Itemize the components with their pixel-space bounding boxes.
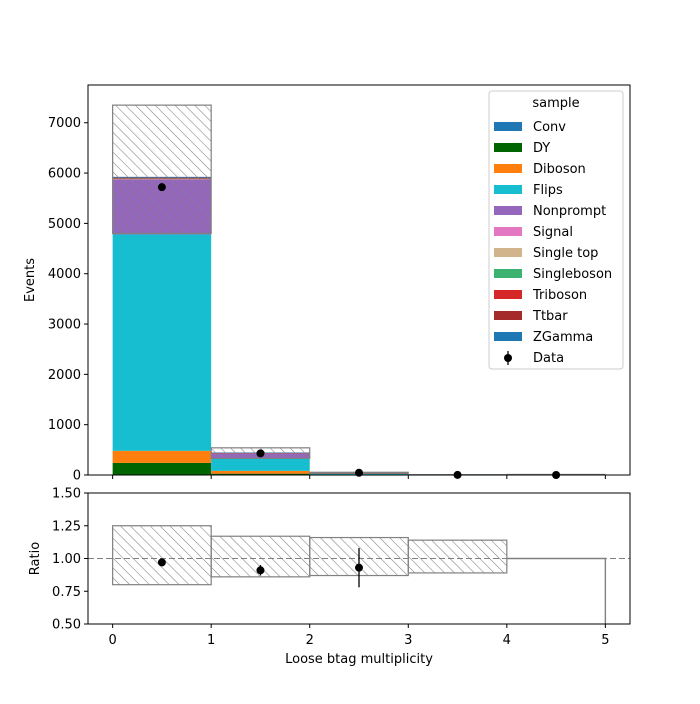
xtick-label: 2: [306, 633, 314, 648]
xtick-label: 1: [207, 633, 215, 648]
ratio-ytick-label: 1.25: [52, 519, 81, 534]
main-ytick-label: 1000: [48, 418, 81, 433]
ratio-band-bin-3: [408, 540, 507, 573]
data-point: [158, 183, 166, 191]
ratio-ytick-label: 0.75: [52, 585, 81, 600]
ratio-band-bin-0: [113, 526, 212, 585]
ratio-ytick-label: 1.50: [52, 487, 81, 502]
legend-label: Conv: [533, 120, 566, 135]
ratio-panel: 0.50 0.75 1.00 1.25 1.50 0 1 2 3 4 5 Ratio Loose bta…: [28, 487, 630, 668]
main-ytick-label: 4000: [48, 267, 81, 282]
bar-diboson-bin-1: [211, 471, 310, 474]
data-point: [256, 449, 264, 457]
legend-swatch: [494, 332, 522, 341]
legend-swatch: [494, 248, 522, 257]
xlabel: Loose btag multiplicity: [285, 652, 433, 667]
main-ytick-label: 7000: [48, 116, 81, 131]
ratio-ytick-label: 1.00: [52, 552, 81, 567]
main-ytick-label: 5000: [48, 217, 81, 232]
legend-label: Diboson: [533, 162, 586, 177]
bar-flips-bin-0: [113, 234, 212, 450]
ratio-ytick-label: 0.50: [52, 618, 81, 633]
xtick-label: 4: [503, 633, 511, 648]
legend-label: Nonprompt: [533, 204, 606, 219]
xtick-label: 0: [108, 633, 116, 648]
legend-swatch: [494, 311, 522, 320]
bar-diboson-bin-0: [113, 451, 212, 463]
ratio-point: [256, 566, 264, 574]
ratio-point: [158, 558, 166, 566]
xtick-label: 5: [601, 633, 609, 648]
legend-swatch: [494, 143, 522, 152]
legend-swatch: [494, 206, 522, 215]
uncertainty-band-bin-0: [113, 105, 212, 233]
data-point: [355, 469, 363, 477]
legend-label: Data: [533, 351, 564, 366]
legend-label: Single top: [533, 246, 598, 261]
legend-swatch: [494, 164, 522, 173]
main-ytick-label: 2000: [48, 368, 81, 383]
legend-swatch: [494, 290, 522, 299]
legend: sample Conv DY Diboson Flips Nonprompt Signal S…: [489, 91, 623, 369]
legend-label: ZGamma: [533, 330, 593, 345]
legend-swatch: [494, 227, 522, 236]
bar-flips-bin-1: [211, 458, 310, 471]
legend-data-marker: [504, 354, 512, 362]
legend-swatch: [494, 185, 522, 194]
main-ytick-label: 0: [73, 469, 81, 484]
ratio-ylabel: Ratio: [28, 542, 43, 575]
main-ytick-label: 3000: [48, 318, 81, 333]
ratio-band-bin-4: [507, 559, 606, 625]
legend-label: Triboson: [532, 288, 587, 303]
legend-swatch: [494, 269, 522, 278]
legend-label: Ttbar: [532, 309, 568, 324]
legend-title: sample: [532, 96, 579, 111]
legend-label: Signal: [533, 225, 573, 240]
bar-dy-bin-0: [113, 463, 212, 475]
legend-swatch: [494, 122, 522, 131]
legend-label: Flips: [533, 183, 563, 198]
ratio-point: [355, 564, 363, 572]
legend-label: DY: [533, 141, 550, 156]
main-ytick-label: 6000: [48, 167, 81, 182]
legend-label: Singleboson: [533, 267, 612, 282]
main-ylabel: Events: [23, 258, 38, 302]
xtick-label: 3: [404, 633, 412, 648]
